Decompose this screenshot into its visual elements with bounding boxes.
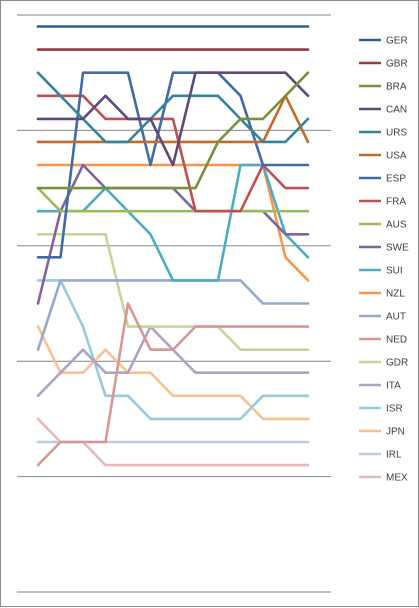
legend-item-usa: USA (359, 151, 407, 162)
legend-label: NZL (386, 289, 405, 300)
gridlines (17, 14, 331, 593)
legend-item-jpn: JPN (359, 427, 405, 438)
legend-label: URS (386, 128, 407, 139)
series-line-can (36, 71, 310, 167)
legend-item-swe: SWE (359, 243, 409, 254)
legend-label: MEX (386, 473, 408, 484)
legend-item-ned: NED (359, 335, 407, 346)
legend-item-urs: URS (359, 128, 407, 139)
legend-label: AUS (386, 220, 407, 231)
legend-item-gdr: GDR (359, 358, 408, 369)
series-line-esp (36, 71, 310, 259)
legend: GER GBR BRA CAN URS USA ESP FRA AUS SWE SUI NZL AUT N… (359, 36, 409, 484)
legend-item-ita: ITA (359, 381, 401, 392)
series-line-isr (36, 279, 310, 421)
legend-item-mex: MEX (359, 473, 408, 484)
series-line-jpn (36, 325, 310, 421)
legend-label: FRA (386, 197, 406, 208)
legend-label: GBR (386, 59, 408, 70)
legend-item-gbr: GBR (359, 59, 408, 70)
legend-item-nzl: NZL (359, 289, 405, 300)
legend-item-sui: SUI (359, 266, 403, 277)
legend-item-aus: AUS (359, 220, 407, 231)
series-line-ned (36, 302, 310, 467)
legend-item-aut: AUT (359, 312, 406, 323)
legend-item-irl: IRL (359, 450, 402, 461)
series-lines (36, 25, 310, 467)
legend-label: SUI (386, 266, 403, 277)
legend-label: ESP (386, 174, 406, 185)
legend-label: USA (386, 151, 407, 162)
legend-item-ger: GER (359, 36, 408, 47)
legend-label: IRL (386, 450, 402, 461)
series-line-bra (36, 71, 310, 190)
legend-item-esp: ESP (359, 174, 406, 185)
legend-label: JPN (386, 427, 405, 438)
legend-label: GER (386, 36, 408, 47)
series-line-sui (36, 163, 310, 282)
legend-item-isr: ISR (359, 404, 403, 415)
legend-label: CAN (386, 105, 407, 116)
legend-label: NED (386, 335, 407, 346)
legend-label: ISR (386, 404, 403, 415)
legend-label: ITA (386, 381, 401, 392)
legend-item-fra: FRA (359, 197, 406, 208)
series-line-aus (36, 186, 310, 213)
legend-label: GDR (386, 358, 408, 369)
series-line-gdr (36, 233, 310, 352)
legend-item-can: CAN (359, 105, 407, 116)
legend-label: SWE (386, 243, 409, 254)
legend-item-bra: BRA (359, 82, 407, 93)
legend-label: AUT (386, 312, 406, 323)
legend-label: BRA (386, 82, 407, 93)
